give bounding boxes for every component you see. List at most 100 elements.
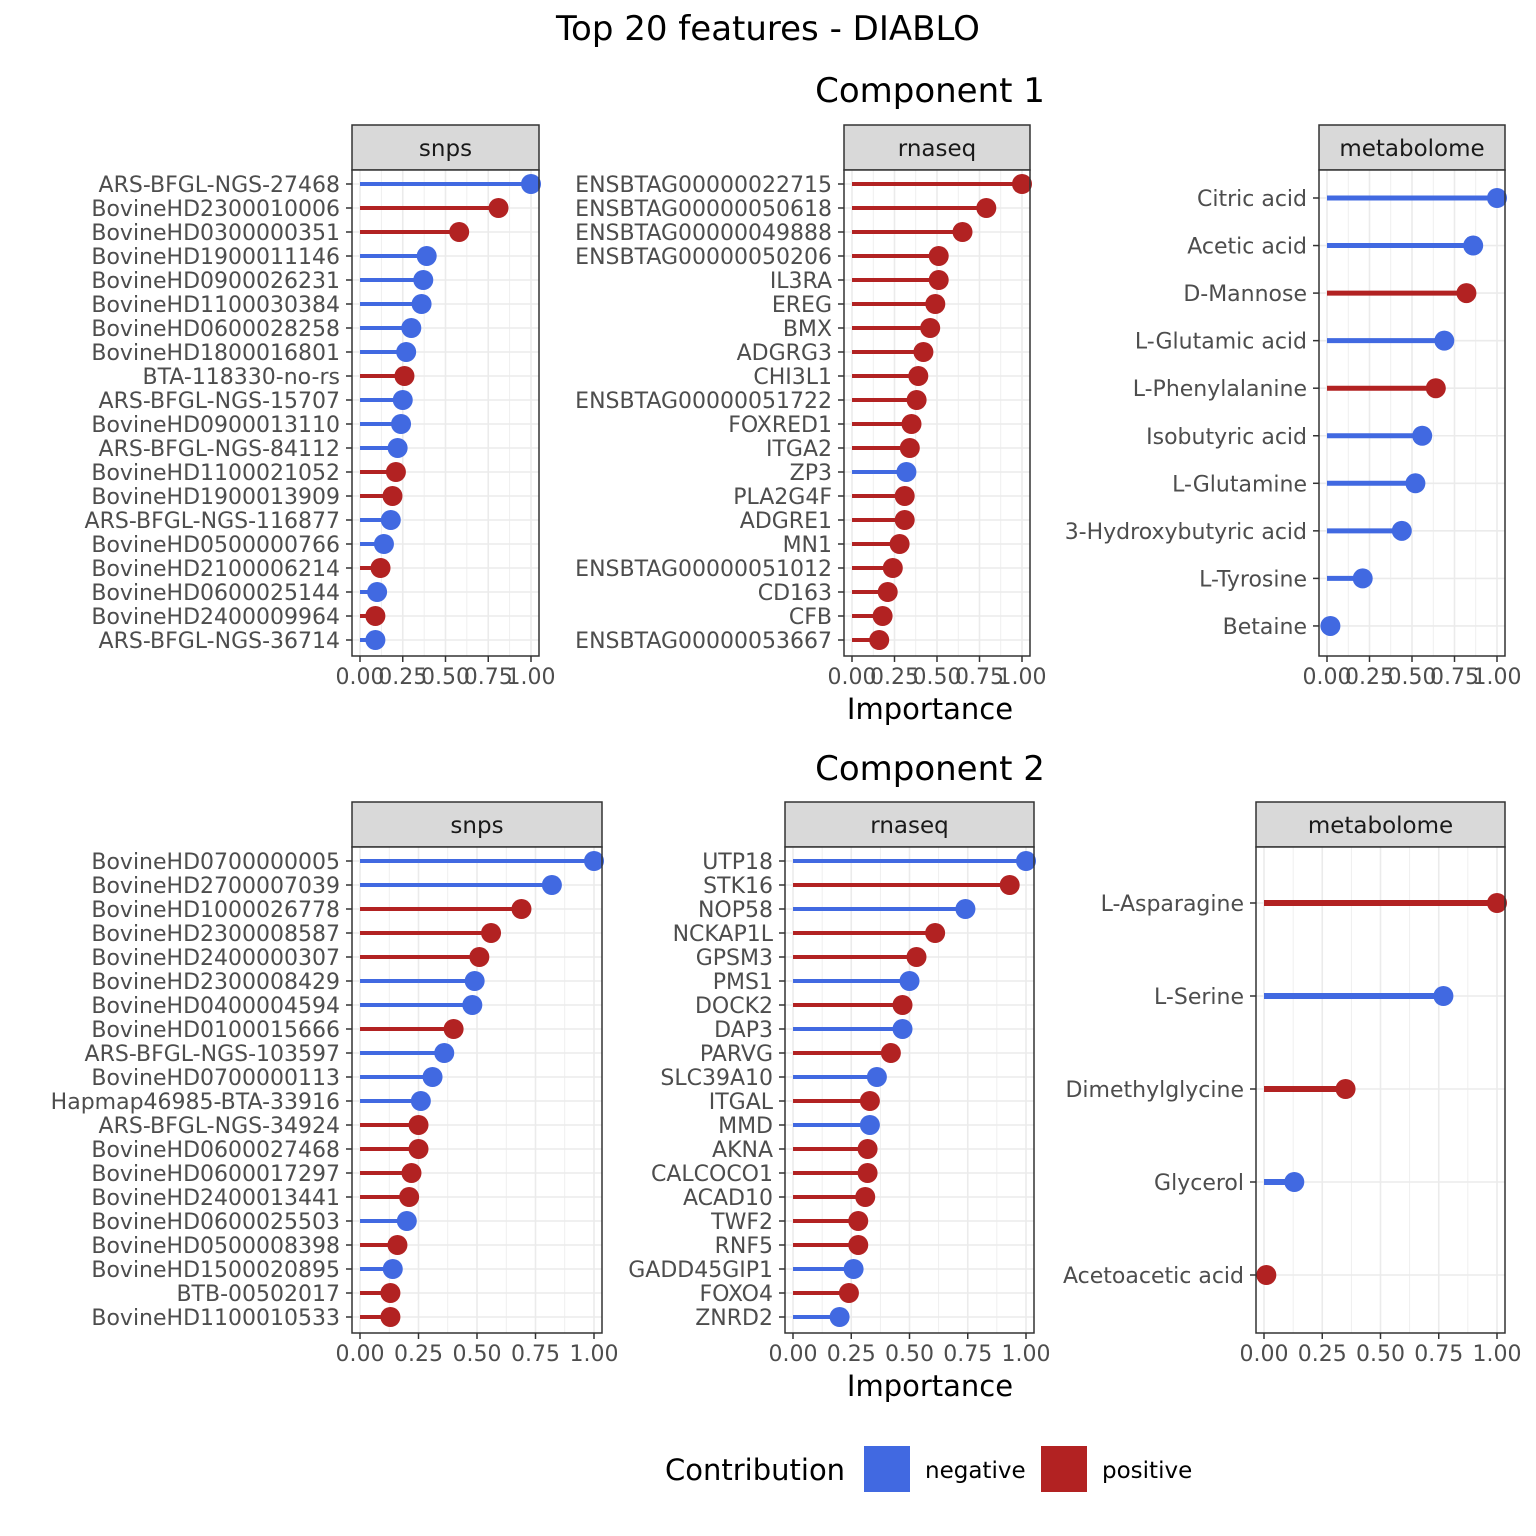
y-tick-label: ENSBTAG00000050206: [575, 245, 832, 270]
y-tick-label: ITGAL: [709, 1090, 774, 1115]
y-tick-label: ENSBTAG00000050618: [575, 197, 832, 222]
y-tick-label: PMS1: [713, 970, 773, 995]
lollipop-point: [1405, 473, 1426, 494]
x-tick-label: 0.50: [913, 665, 962, 690]
chart-title: Top 20 features - DIABLO: [555, 9, 980, 49]
y-tick-label: BovineHD0900026231: [91, 269, 340, 294]
x-tick-label: 0.00: [828, 665, 877, 690]
strip-label: metabolome: [1308, 813, 1453, 839]
x-tick-label: 0.25: [1345, 665, 1394, 690]
y-tick-label: BovineHD1000026778: [91, 898, 340, 923]
y-tick-label: BovineHD2100006214: [91, 557, 340, 582]
y-tick-label: ENSBTAG00000053667: [575, 629, 832, 654]
y-tick-label: FOXO4: [699, 1282, 773, 1307]
y-tick-label: DOCK2: [695, 994, 773, 1019]
lollipop-point: [521, 174, 541, 194]
y-tick-label: TWF2: [710, 1210, 773, 1235]
panel-c1-metabolome: metabolome Citric acid Acetic acid D-Mannos…: [1065, 124, 1522, 690]
x-tick-label: 0.25: [378, 665, 427, 690]
lollipop-point: [408, 1115, 429, 1135]
strip-label: snps: [450, 813, 503, 839]
lollipop-point: [859, 1091, 880, 1111]
y-tick-label: ARS-BFGL-NGS-27468: [99, 173, 340, 198]
legend-swatch-negative: [864, 1446, 910, 1492]
lollipop-point: [889, 534, 910, 554]
lollipop-point: [1463, 235, 1484, 256]
lollipop-point: [1320, 615, 1341, 636]
y-tick-label: BovineHD2700007039: [91, 874, 340, 899]
y-tick-label: BovineHD0300000351: [91, 221, 340, 246]
lollipop-point: [1335, 1079, 1356, 1099]
strip-label: metabolome: [1339, 136, 1484, 162]
x-tick-label: 0.50: [885, 1342, 934, 1367]
x-tick-label: 0.00: [769, 1342, 818, 1367]
x-tick-label: 1.00: [1002, 1342, 1051, 1367]
component-1-title: Component 1: [815, 71, 1045, 111]
y-tick-label: Betaine: [1223, 615, 1307, 640]
y-tick-label: ARS-BFGL-NGS-116877: [85, 509, 340, 534]
lollipop-point: [541, 875, 562, 895]
y-tick-label: BovineHD1900011146: [91, 245, 340, 270]
y-tick-label: BovineHD2400009964: [91, 605, 340, 630]
y-tick-label: L-Glutamic acid: [1135, 330, 1307, 355]
lollipop-point: [411, 294, 432, 314]
lollipop-point: [892, 1019, 913, 1039]
x-tick-label: 0.50: [453, 1342, 502, 1367]
y-tick-label: BovineHD0700000005: [91, 850, 340, 875]
x-tick-label: 0.75: [464, 665, 513, 690]
y-tick-label: ENSBTAG00000051012: [575, 557, 832, 582]
strip-label: rnaseq: [898, 136, 976, 162]
lollipop-point: [443, 1019, 464, 1039]
lollipop-point: [382, 1259, 403, 1279]
y-tick-label: BovineHD2300008429: [91, 970, 340, 995]
y-tick-label: PLA2G4F: [733, 485, 832, 510]
lollipop-point: [385, 462, 406, 482]
y-tick-label: L-Phenylalanine: [1133, 377, 1307, 402]
y-tick-label: ITGA2: [766, 437, 832, 462]
lollipop-point: [838, 1283, 859, 1303]
y-tick-label: PARVG: [700, 1042, 773, 1067]
lollipop-point: [387, 1235, 408, 1255]
panel-c1-snps: snps ARS-BFGL-NGS-27468BovineHD2300010006…: [85, 124, 556, 690]
lollipop-point: [848, 1235, 869, 1255]
lollipop-point: [464, 971, 485, 991]
lollipop-point: [1284, 1172, 1305, 1192]
y-tick-label: BovineHD1100010533: [91, 1306, 340, 1331]
lollipop-point: [382, 486, 403, 506]
lollipop-point: [892, 995, 913, 1015]
lollipop-point: [894, 486, 915, 506]
lollipop-point: [408, 1139, 429, 1159]
lollipop-point: [866, 1067, 887, 1087]
x-tick-label: 1.00: [998, 665, 1047, 690]
y-tick-label: BovineHD2400013441: [91, 1186, 340, 1211]
lollipop-point: [365, 606, 386, 626]
x-tick-label: 1.00: [1473, 665, 1522, 690]
lollipop-point: [913, 342, 934, 362]
y-tick-label: DAP3: [714, 1018, 773, 1043]
x-tick-label: 0.75: [1414, 1342, 1463, 1367]
lollipop-point: [584, 851, 604, 871]
y-tick-label: BTB-00502017: [176, 1282, 340, 1307]
x-tick-label: 0.50: [1388, 665, 1437, 690]
lollipop-point: [1256, 1265, 1277, 1285]
lollipop-point: [1425, 378, 1446, 399]
y-tick-label: ARS-BFGL-NGS-34924: [99, 1114, 340, 1139]
x-tick-label: 1.00: [507, 665, 556, 690]
y-tick-label: ADGRG3: [737, 341, 832, 366]
lollipop-point: [488, 198, 509, 218]
lollipop-point: [906, 390, 927, 410]
x-tick-label: 0.00: [1240, 1342, 1289, 1367]
y-tick-label: ZNRD2: [695, 1306, 773, 1331]
strip-snps: [351, 801, 603, 848]
x-tick-label: 0.75: [955, 665, 1004, 690]
y-tick-label: MMD: [718, 1114, 773, 1139]
y-tick-label: L-Tyrosine: [1199, 567, 1307, 592]
x-tick-label: 0.25: [1298, 1342, 1347, 1367]
legend-label-positive: positive: [1102, 1458, 1192, 1484]
x-tick-label: 0.00: [336, 1342, 385, 1367]
x-tick-label: 0.00: [1303, 665, 1352, 690]
strip-snps: [351, 124, 540, 171]
legend-label-negative: negative: [925, 1458, 1026, 1484]
lollipop-point: [848, 1211, 869, 1231]
lollipop-point: [1012, 174, 1032, 194]
